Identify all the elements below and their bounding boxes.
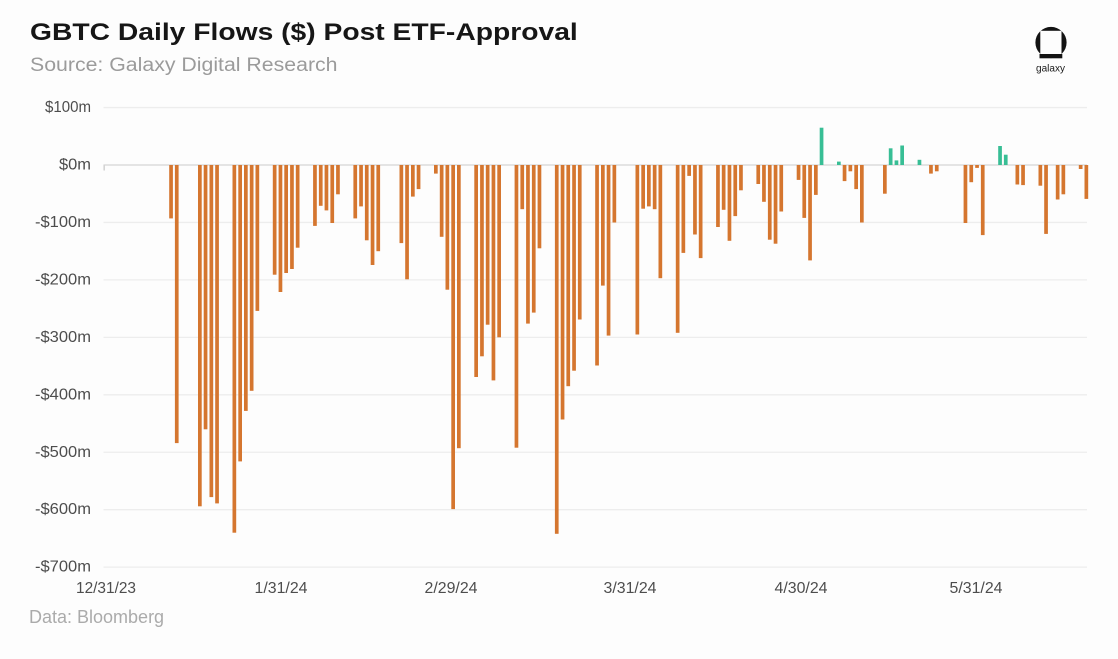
svg-text:2/29/24: 2/29/24 [425,580,479,597]
svg-text:1/31/24: 1/31/24 [255,580,309,597]
svg-text:-$500m: -$500m [35,444,91,461]
svg-text:4/30/24: 4/30/24 [775,580,829,597]
svg-text:-$700m: -$700m [35,559,91,576]
svg-text:-$200m: -$200m [35,271,91,288]
svg-text:-$600m: -$600m [35,501,91,518]
svg-text:-$300m: -$300m [35,329,91,346]
svg-text:-$400m: -$400m [35,386,91,403]
svg-text:3/31/24: 3/31/24 [604,580,658,597]
svg-text:galaxy: galaxy [1036,64,1065,75]
svg-text:-$100m: -$100m [35,214,91,231]
svg-text:12/31/23: 12/31/23 [76,580,136,597]
svg-text:5/31/24: 5/31/24 [950,580,1004,597]
svg-text:$100m: $100m [45,99,91,116]
svg-text:$0m: $0m [59,157,91,174]
